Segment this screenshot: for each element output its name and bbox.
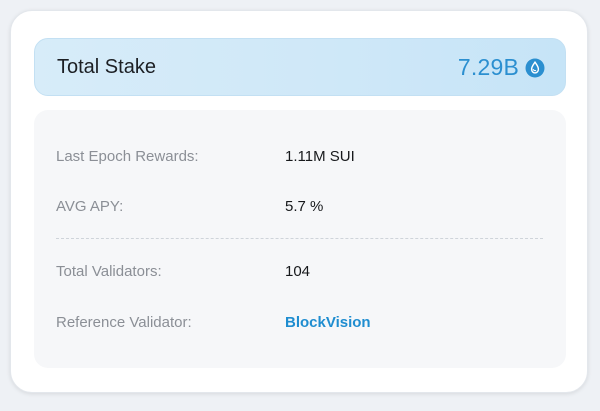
total-stake-label: Total Stake: [57, 56, 156, 78]
section-divider: [56, 238, 543, 239]
total-stake-banner: Total Stake 7.29B: [34, 38, 566, 96]
avg-apy-value: 5.7 %: [285, 198, 324, 215]
avg-apy-row: AVG APY: 5.7 %: [56, 198, 546, 218]
last-epoch-rewards-row: Last Epoch Rewards: 1.11M SUI: [56, 148, 546, 168]
avg-apy-label: AVG APY:: [56, 198, 124, 215]
staking-details-panel: Last Epoch Rewards: 1.11M SUI AVG APY: 5…: [34, 110, 566, 368]
total-validators-row: Total Validators: 104: [56, 263, 546, 283]
sui-drop-icon: [525, 58, 545, 78]
last-epoch-rewards-value: 1.11M SUI: [285, 148, 355, 165]
reference-validator-label: Reference Validator:: [56, 314, 192, 331]
last-epoch-rewards-label: Last Epoch Rewards:: [56, 148, 199, 165]
total-stake-value: 7.29B: [457, 54, 519, 80]
reference-validator-link[interactable]: BlockVision: [285, 314, 371, 331]
reference-validator-row: Reference Validator: BlockVision: [56, 314, 546, 334]
total-validators-label: Total Validators:: [56, 263, 162, 280]
total-stake-value-group: 7.29B: [458, 54, 545, 81]
staking-overview-card: Total Stake 7.29B Last Epoch Rewards: 1.…: [10, 10, 588, 393]
total-validators-value: 104: [285, 263, 311, 280]
